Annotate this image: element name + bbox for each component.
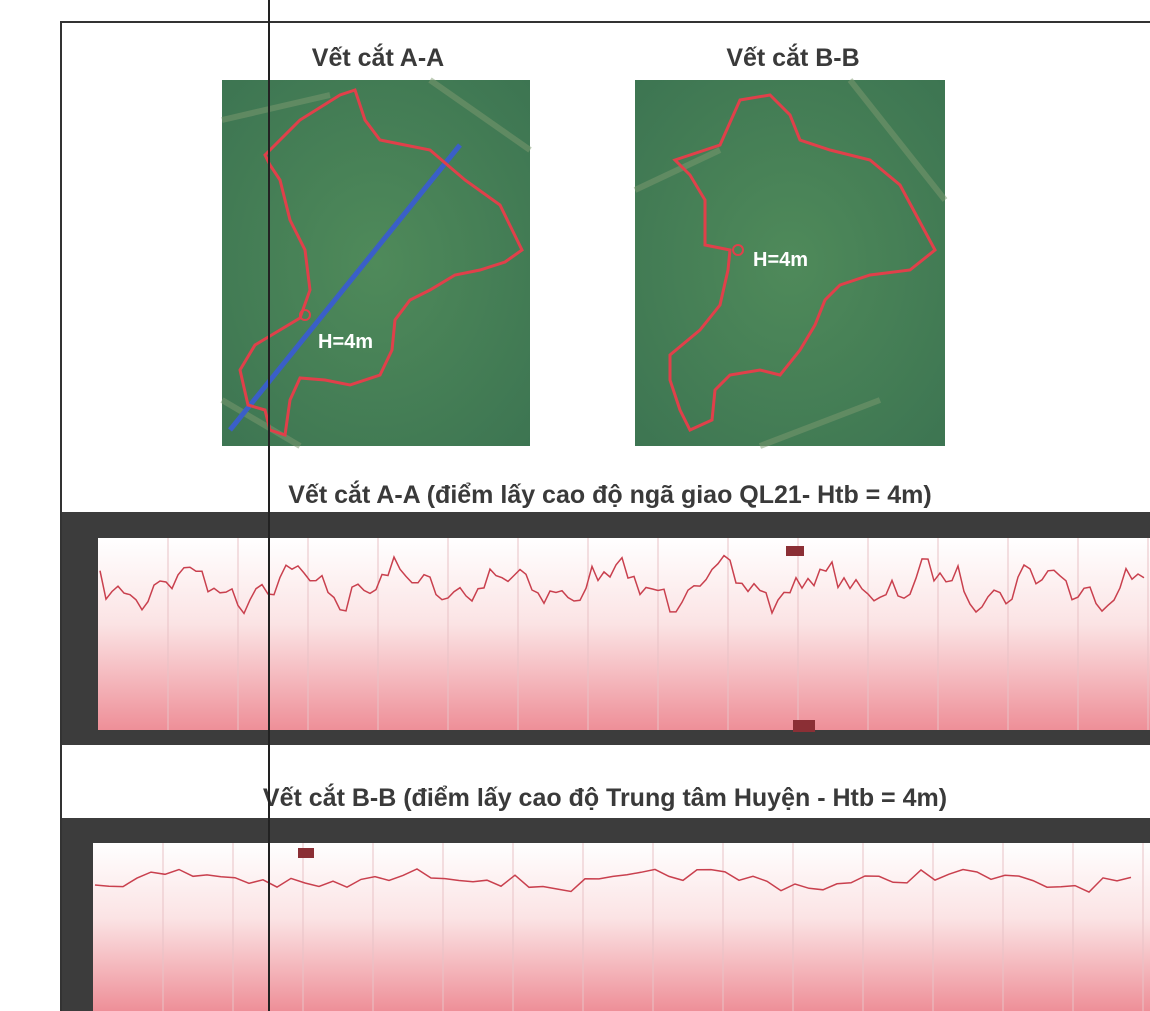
map-b: H=4m <box>633 78 948 449</box>
marker <box>786 546 804 556</box>
height-label: H=4m <box>318 331 373 353</box>
satellite-image <box>222 80 530 446</box>
road <box>633 78 948 449</box>
satellite-image <box>635 80 945 446</box>
profile-area <box>93 843 1150 1011</box>
profile-caption: Vết cắt B-B (điểm lấy cao độ Trung tâm H… <box>263 782 947 812</box>
map-a: H=4m <box>220 77 532 449</box>
profile-grid <box>162 843 1144 1011</box>
boundary <box>238 88 524 437</box>
boundary <box>668 93 937 432</box>
profile-line <box>99 554 1145 616</box>
height-label: H=4m <box>753 249 808 271</box>
road <box>220 77 532 449</box>
point <box>732 244 744 256</box>
point <box>299 309 311 321</box>
profile-caption: Vết cắt A-A (điểm lấy cao độ ngã giao QL… <box>288 479 931 509</box>
map-title: Vết cắt B-B <box>726 42 859 72</box>
profile-area <box>98 538 1150 730</box>
profile-line <box>94 868 1132 894</box>
marker <box>793 720 815 732</box>
profile-grid <box>167 538 1149 730</box>
map-title: Vết cắt A-A <box>312 42 444 72</box>
marker <box>298 848 314 858</box>
